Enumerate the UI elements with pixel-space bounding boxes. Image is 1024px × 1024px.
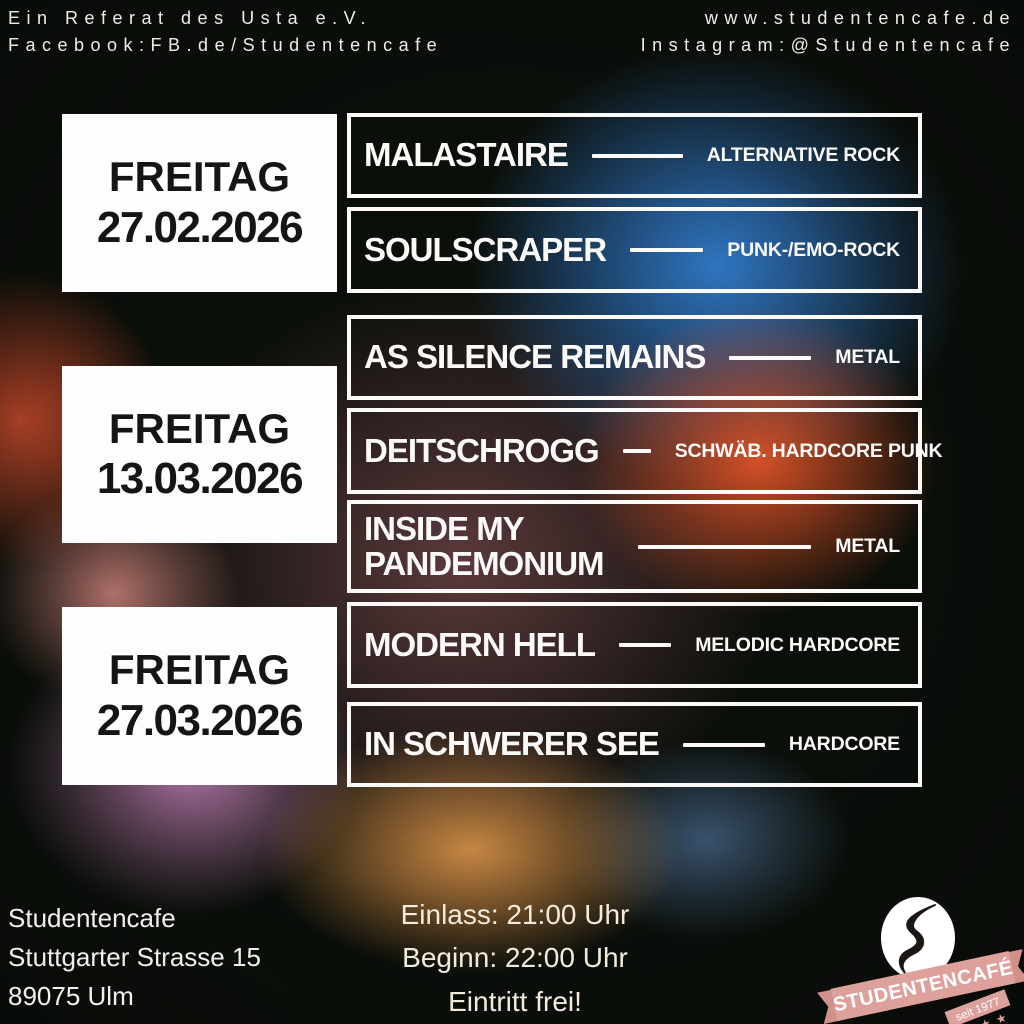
date-day: FREITAG xyxy=(108,153,291,201)
divider-line xyxy=(591,153,683,158)
header-organizer: Ein Referat des Usta e.V. xyxy=(8,8,372,28)
band-name: MALASTAIRE xyxy=(364,136,569,174)
band-row: MODERN HELL MELODIC HARDCORE xyxy=(347,602,922,688)
band-row: INSIDE MY PANDEMONIUM METAL xyxy=(347,500,922,593)
divider-line xyxy=(729,355,812,360)
band-row: MALASTAIRE ALTERNATIVE ROCK xyxy=(347,113,922,198)
beginn-time: Beginn: 22:00 Uhr xyxy=(402,942,628,974)
header: Ein Referat des Usta e.V. Facebook:FB.de… xyxy=(8,5,1016,60)
divider-line xyxy=(630,248,704,252)
einlass-time: Einlass: 21:00 Uhr xyxy=(400,899,630,930)
eintritt-info: Eintritt frei! xyxy=(448,985,582,1017)
band-genre: METAL xyxy=(835,346,900,368)
divider-line xyxy=(619,643,672,647)
date-day: FREITAG xyxy=(108,646,291,694)
band-genre: METAL xyxy=(835,535,900,557)
band-name: DEITSCHROGG xyxy=(364,431,600,469)
band-name: SOULSCRAPER xyxy=(364,230,607,268)
date-box-2: FREITAG 13.03.2026 xyxy=(62,366,337,543)
studentencafe-logo: STUDENTENCAFÉ seit 1977 ★★★ xyxy=(817,897,1024,1024)
band-row: DEITSCHROGG SCHWÄB. HARDCORE PUNK xyxy=(347,408,943,494)
divider-line xyxy=(638,544,812,549)
date-value: 27.03.2026 xyxy=(96,695,304,745)
band-genre: HARDCORE xyxy=(788,733,900,755)
divider-line xyxy=(682,742,765,747)
header-instagram: Instagram:@Studentencafe xyxy=(640,35,1016,56)
band-genre: ALTERNATIVE ROCK xyxy=(706,144,900,166)
header-website: www.studentencafe.de xyxy=(704,8,1016,28)
venue-street: Stuttgarter Strasse 15 xyxy=(8,942,261,972)
band-genre: MELODIC HARDCORE xyxy=(695,633,900,656)
date-day: FREITAG xyxy=(108,404,291,452)
date-value: 27.02.2026 xyxy=(96,202,304,252)
header-facebook: Facebook:FB.de/Studentencafe xyxy=(8,35,444,56)
header-left: Ein Referat des Usta e.V. Facebook:FB.de… xyxy=(8,5,443,60)
band-genre: PUNK-/EMO-ROCK xyxy=(727,238,900,261)
date-box-1: FREITAG 27.02.2026 xyxy=(62,114,337,292)
band-name: INSIDE MY PANDEMONIUM xyxy=(364,509,605,582)
header-right: www.studentencafe.de Instagram:@Studente… xyxy=(641,5,1016,60)
band-name: MODERN HELL xyxy=(364,625,596,663)
venue-address: Studentencafe Stuttgarter Strasse 15 890… xyxy=(8,899,261,1016)
band-name: AS SILENCE REMAINS xyxy=(364,338,706,376)
band-row: IN SCHWERER SEE HARDCORE xyxy=(347,702,922,787)
band-name: IN SCHWERER SEE xyxy=(364,725,660,763)
date-box-3: FREITAG 27.03.2026 xyxy=(62,607,337,785)
date-value: 13.03.2026 xyxy=(96,454,304,504)
venue-name: Studentencafe xyxy=(8,903,176,933)
band-row: AS SILENCE REMAINS METAL xyxy=(347,315,922,400)
band-row: SOULSCRAPER PUNK-/EMO-ROCK xyxy=(347,207,922,293)
band-genre: SCHWÄB. HARDCORE PUNK xyxy=(674,439,943,462)
event-times: Einlass: 21:00 Uhr Beginn: 22:00 Uhr Ein… xyxy=(340,893,690,1023)
venue-city: 89075 Ulm xyxy=(8,981,134,1011)
divider-line xyxy=(622,449,651,453)
